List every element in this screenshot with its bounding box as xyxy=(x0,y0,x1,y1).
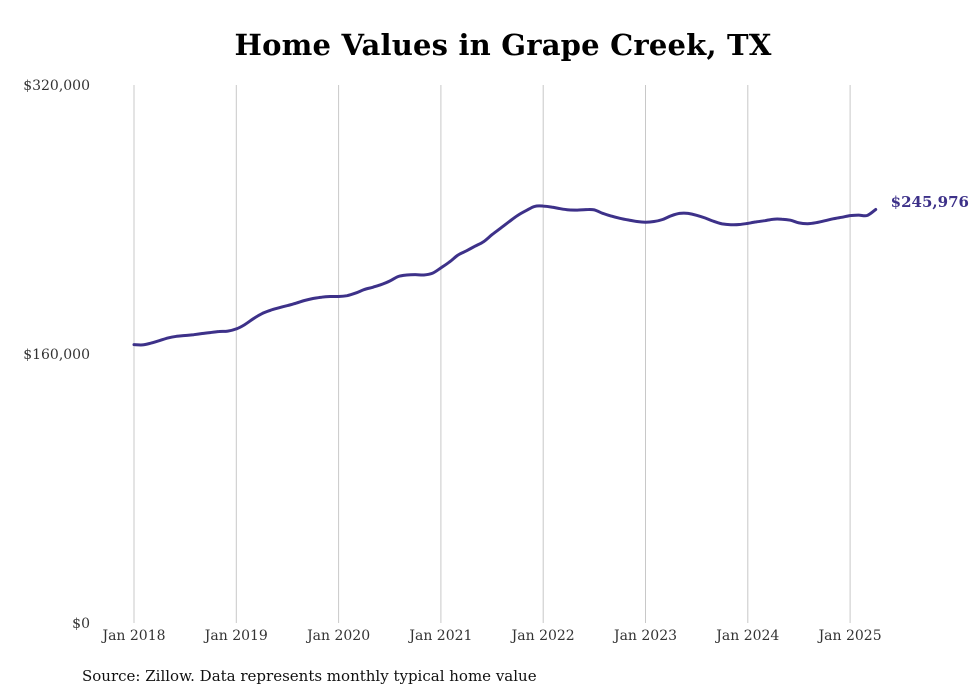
home-value-line xyxy=(132,204,878,347)
x-tick-label: Jan 2024 xyxy=(714,628,779,644)
x-tick-label: Jan 2018 xyxy=(100,628,165,644)
y-tick-label: $160,000 xyxy=(23,347,90,363)
series-layer xyxy=(132,204,878,347)
x-axis-ticks: Jan 2018 Jan 2019 Jan 2020 Jan 2021 Jan 2022… xyxy=(100,628,881,644)
y-tick-label: $320,000 xyxy=(23,78,90,94)
x-tick-label: Jan 2019 xyxy=(203,628,268,644)
x-tick-label: Jan 2020 xyxy=(305,628,370,644)
source-note: Source: Zillow. Data represents monthly … xyxy=(82,667,537,685)
y-axis-ticks: $0 $160,000 $320,000 xyxy=(23,78,90,632)
chart-title: Home Values in Grape Creek, TX xyxy=(234,28,772,62)
gridlines xyxy=(133,85,851,623)
x-tick-label: Jan 2023 xyxy=(612,628,677,644)
x-tick-label: Jan 2021 xyxy=(407,628,472,644)
label-layer: $245,976 xyxy=(891,193,969,211)
end-value-label: $245,976 xyxy=(891,193,969,211)
x-tick-label: Jan 2025 xyxy=(817,628,882,644)
y-tick-label: $0 xyxy=(72,616,90,632)
x-tick-label: Jan 2022 xyxy=(510,628,575,644)
